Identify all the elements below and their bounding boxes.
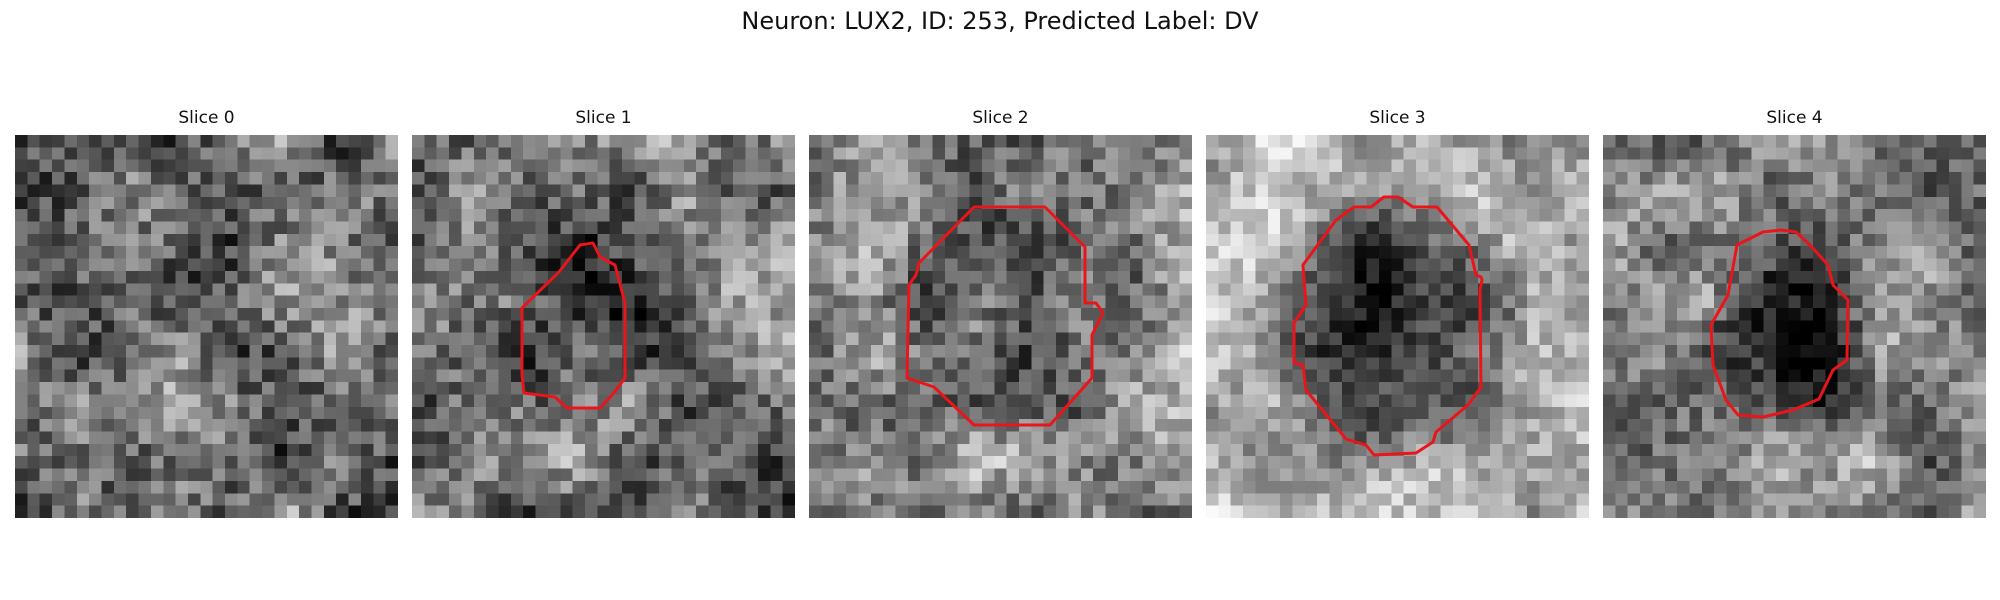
slice-1-title: Slice 1	[575, 108, 632, 128]
slice-2-roi-contour	[905, 205, 1105, 427]
slice-3-title: Slice 3	[1369, 108, 1426, 128]
slice-2-title: Slice 2	[972, 108, 1029, 128]
slice-0-image	[15, 135, 398, 518]
slice-4-contour-path	[1709, 228, 1850, 419]
slice-1-contour-path	[520, 241, 627, 410]
slice-1-roi-contour	[520, 241, 627, 410]
slice-4-image	[1603, 135, 1986, 518]
slice-0-title: Slice 0	[178, 108, 235, 128]
slice-1-image	[412, 135, 795, 518]
slice-4-title: Slice 4	[1766, 108, 1823, 128]
slice-3-roi-contour	[1292, 195, 1484, 457]
slice-2-contour-path	[905, 205, 1105, 427]
figure-title: Neuron: LUX2, ID: 253, Predicted Label: …	[741, 7, 1259, 35]
slice-2-image	[809, 135, 1192, 518]
slice-4-roi-contour	[1709, 228, 1850, 419]
slice-3-contour-path	[1292, 195, 1484, 457]
